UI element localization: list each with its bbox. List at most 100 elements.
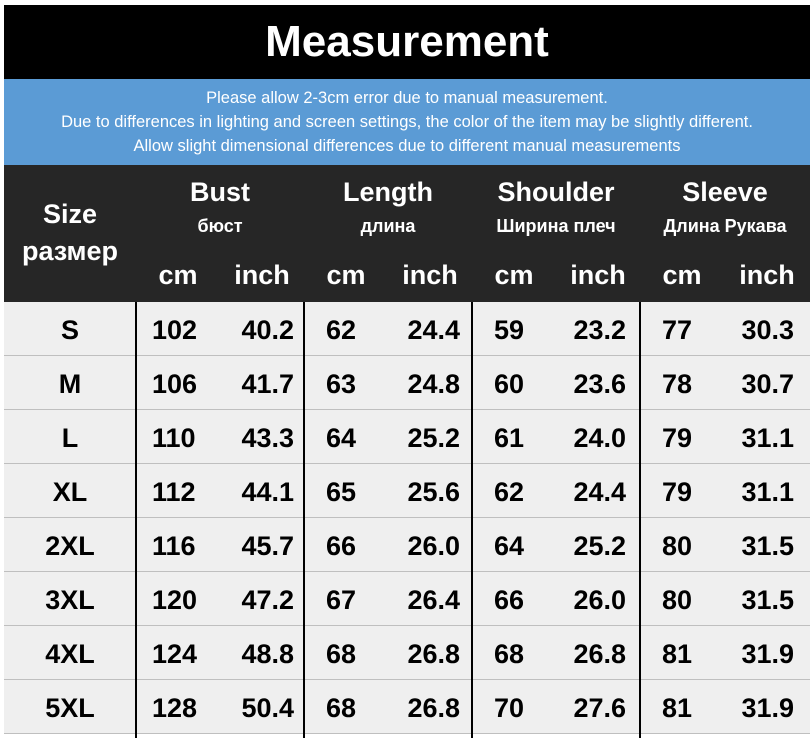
table-row: L 110 43.3 64 25.2 61 24.0 79 31.1 [4, 410, 810, 464]
bust-cm-cell: 112 [152, 477, 196, 507]
sleeve-cm-cell: 79 [662, 423, 693, 453]
column-divider [303, 302, 305, 738]
notice-line: Please allow 2-3cm error due to manual m… [206, 89, 608, 107]
column-divider [471, 302, 473, 738]
column-divider [639, 302, 641, 738]
bust-inch-cell: 47.2 [241, 585, 294, 615]
shoulder-inch-cell: 24.0 [573, 423, 626, 453]
shoulder-inch-cell: 27.6 [573, 693, 626, 723]
size-header: Size [42, 199, 98, 229]
length-cm-cell: 68 [326, 639, 357, 669]
sleeve-inch-cell: 31.5 [741, 585, 794, 615]
bust-inch-cell: 50.4 [241, 693, 294, 723]
length-header-ru: длина [360, 216, 416, 236]
unit-inch: inch [234, 260, 290, 290]
notice-banner: Please allow 2-3cm error due to manual m… [4, 79, 810, 165]
unit-cm: cm [662, 260, 702, 290]
bust-header: Bust [190, 177, 250, 207]
table-row: M 106 41.7 63 24.8 60 23.6 78 30.7 [4, 356, 810, 410]
unit-cm: cm [494, 260, 534, 290]
length-cm-cell: 68 [326, 693, 357, 723]
table-row: 5XL 128 50.4 68 26.8 70 27.6 81 31.9 [4, 680, 810, 734]
bust-cm-cell: 116 [152, 531, 196, 561]
size-cell: S [60, 315, 79, 345]
shoulder-inch-cell: 23.6 [573, 369, 626, 399]
length-inch-cell: 24.4 [407, 315, 460, 345]
length-inch-cell: 26.0 [407, 531, 460, 561]
sleeve-inch-cell: 30.7 [741, 369, 794, 399]
table-header: Size размер Bust бюст Length длина Shoul… [4, 165, 810, 302]
length-cm-cell: 64 [326, 423, 357, 453]
bust-inch-cell: 44.1 [241, 477, 294, 507]
bust-cm-cell: 124 [152, 639, 198, 669]
shoulder-cm-cell: 62 [494, 477, 525, 507]
size-cell: L [61, 423, 79, 453]
length-inch-cell: 24.8 [407, 369, 460, 399]
bust-inch-cell: 43.3 [241, 423, 294, 453]
shoulder-cm-cell: 64 [494, 531, 525, 561]
shoulder-inch-cell: 25.2 [573, 531, 626, 561]
shoulder-inch-cell: 23.2 [573, 315, 626, 345]
length-inch-cell: 25.2 [407, 423, 460, 453]
sleeve-cm-cell: 78 [662, 369, 693, 399]
sleeve-cm-cell: 80 [662, 585, 693, 615]
shoulder-cm-cell: 60 [494, 369, 525, 399]
bust-inch-cell: 40.2 [241, 315, 294, 345]
sleeve-inch-cell: 31.9 [741, 639, 794, 669]
unit-cm: cm [158, 260, 198, 290]
sleeve-inch-cell: 30.3 [741, 315, 794, 345]
length-header: Length [343, 177, 433, 207]
column-divider [135, 302, 137, 738]
bust-cm-cell: 128 [152, 693, 198, 723]
sleeve-cm-cell: 81 [662, 639, 693, 669]
unit-cm: cm [326, 260, 366, 290]
shoulder-cm-cell: 66 [494, 585, 525, 615]
notice-line: Due to differences in lighting and scree… [61, 113, 753, 131]
shoulder-cm-cell: 59 [494, 315, 525, 345]
size-cell: 2XL [45, 531, 95, 561]
length-cm-cell: 65 [326, 477, 357, 507]
unit-inch: inch [402, 260, 458, 290]
bust-inch-cell: 48.8 [241, 639, 294, 669]
size-cell: M [58, 369, 82, 399]
bust-inch-cell: 45.7 [241, 531, 294, 561]
bust-cm-cell: 106 [152, 369, 198, 399]
shoulder-cm-cell: 68 [494, 639, 525, 669]
bust-inch-cell: 41.7 [241, 369, 294, 399]
size-header-ru: размер [21, 236, 119, 266]
table-row: 3XL 120 47.2 67 26.4 66 26.0 80 31.5 [4, 572, 810, 626]
length-inch-cell: 26.4 [407, 585, 460, 615]
sleeve-cm-cell: 80 [662, 531, 693, 561]
sleeve-header-ru: Длина Рукава [663, 216, 787, 236]
length-cm-cell: 66 [326, 531, 357, 561]
sleeve-cm-cell: 79 [662, 477, 693, 507]
table-row: S 102 40.2 62 24.4 59 23.2 77 30.3 [4, 302, 810, 356]
bust-cm-cell: 120 [152, 585, 198, 615]
size-cell: 4XL [45, 639, 95, 669]
table-row: 2XL 116 45.7 66 26.0 64 25.2 80 31.5 [4, 518, 810, 572]
length-cm-cell: 67 [326, 585, 357, 615]
size-cell: 5XL [45, 693, 95, 723]
shoulder-header: Shoulder [497, 177, 615, 207]
shoulder-cm-cell: 70 [494, 693, 525, 723]
length-cm-cell: 63 [326, 369, 357, 399]
length-inch-cell: 25.6 [407, 477, 460, 507]
table-row: 4XL 124 48.8 68 26.8 68 26.8 81 31.9 [4, 626, 810, 680]
length-inch-cell: 26.8 [407, 693, 460, 723]
table-row: XL 112 44.1 65 25.6 62 24.4 79 31.1 [4, 464, 810, 518]
length-cm-cell: 62 [326, 315, 357, 345]
unit-inch: inch [570, 260, 626, 290]
sleeve-inch-cell: 31.1 [741, 477, 794, 507]
shoulder-inch-cell: 26.8 [573, 639, 626, 669]
shoulder-cm-cell: 61 [494, 423, 525, 453]
shoulder-inch-cell: 26.0 [573, 585, 626, 615]
shoulder-inch-cell: 24.4 [573, 477, 626, 507]
size-cell: XL [52, 477, 88, 507]
page-title: Measurement [4, 5, 810, 79]
notice-line: Allow slight dimensional differences due… [133, 137, 681, 155]
bust-cm-cell: 110 [152, 423, 196, 453]
bust-header-ru: бюст [197, 216, 243, 236]
shoulder-header-ru: Ширина плеч [496, 216, 616, 236]
length-inch-cell: 26.8 [407, 639, 460, 669]
sleeve-inch-cell: 31.1 [741, 423, 794, 453]
